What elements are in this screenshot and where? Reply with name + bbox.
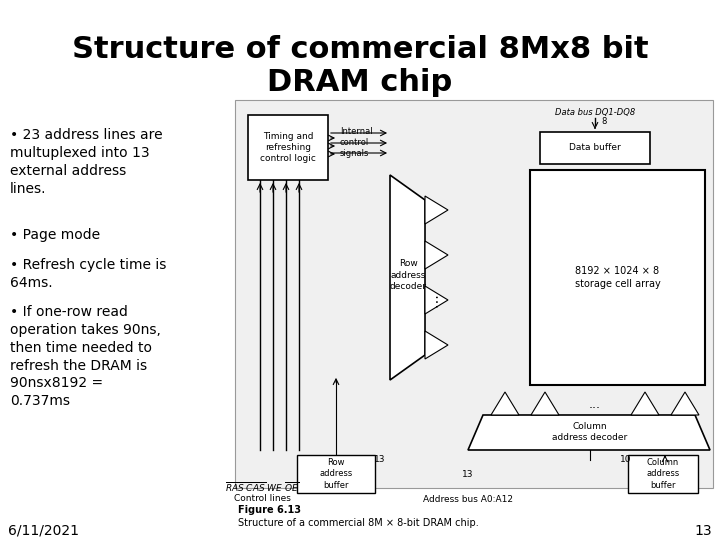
Text: 8192 × 1024 × 8
storage cell array: 8192 × 1024 × 8 storage cell array: [575, 266, 660, 289]
Text: ⋯: ⋯: [429, 293, 443, 307]
Bar: [530, 170, 705, 385]
Text: Column
address
buffer: Column address buffer: [647, 458, 680, 490]
Polygon shape: [631, 392, 659, 415]
Text: 8: 8: [601, 118, 606, 126]
Bar: [540, 132, 650, 164]
Polygon shape: [671, 392, 699, 415]
Text: 10: 10: [620, 455, 631, 464]
Text: Control lines: Control lines: [233, 494, 290, 503]
Text: DRAM chip: DRAM chip: [267, 68, 453, 97]
Text: Internal
control
signals: Internal control signals: [340, 127, 373, 158]
Text: • 23 address lines are
multuplexed into 13
external address
lines.: • 23 address lines are multuplexed into …: [10, 128, 163, 195]
Text: Structure of a commercial 8M × 8-bit DRAM chip.: Structure of a commercial 8M × 8-bit DRA…: [238, 518, 479, 528]
Polygon shape: [425, 331, 448, 359]
Text: $\overline{RAS}$ $\overline{CAS}$ WE $\overline{OE}$: $\overline{RAS}$ $\overline{CAS}$ WE $\o…: [225, 480, 299, 494]
Polygon shape: [491, 392, 519, 415]
Text: Row
address
decoder: Row address decoder: [390, 259, 426, 291]
Text: 13: 13: [694, 524, 712, 538]
Text: Data buffer: Data buffer: [569, 144, 621, 152]
Bar: [248, 115, 328, 180]
Polygon shape: [390, 175, 425, 380]
Text: Timing and
refreshing
control logic: Timing and refreshing control logic: [260, 132, 316, 163]
Text: 6/11/2021: 6/11/2021: [8, 524, 79, 538]
Text: Address bus A0:A12: Address bus A0:A12: [423, 495, 513, 504]
Text: • If one-row read
operation takes 90ns,
then time needed to
refresh the DRAM is
: • If one-row read operation takes 90ns, …: [10, 305, 161, 408]
Polygon shape: [468, 415, 710, 450]
Text: Structure of commercial 8Mx8 bit: Structure of commercial 8Mx8 bit: [72, 35, 648, 64]
Text: 13: 13: [374, 455, 386, 464]
Text: Data bus DQ1-DQ8: Data bus DQ1-DQ8: [555, 108, 635, 117]
Text: • Refresh cycle time is
64ms.: • Refresh cycle time is 64ms.: [10, 258, 166, 290]
Polygon shape: [425, 286, 448, 314]
Bar: [628, 455, 698, 493]
Polygon shape: [425, 196, 448, 224]
Text: Figure 6.13: Figure 6.13: [238, 505, 301, 515]
Bar: [297, 455, 375, 493]
Polygon shape: [425, 241, 448, 269]
Text: Column
address decoder: Column address decoder: [552, 422, 628, 442]
Text: Row
address
buffer: Row address buffer: [320, 458, 353, 490]
Text: 13: 13: [462, 470, 474, 479]
Bar: [235, 100, 713, 488]
Text: • Page mode: • Page mode: [10, 228, 100, 242]
Text: ...: ...: [589, 399, 601, 411]
Polygon shape: [531, 392, 559, 415]
